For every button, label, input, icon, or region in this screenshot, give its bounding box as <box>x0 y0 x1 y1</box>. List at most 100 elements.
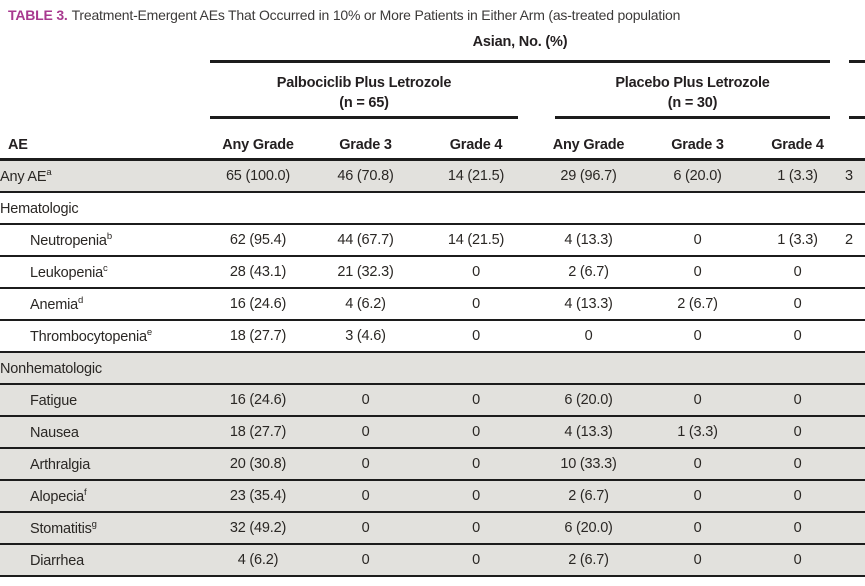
value-cell: 32 (49.2) <box>205 512 311 545</box>
ae-label: Leukopeniac <box>0 256 205 289</box>
ae-label: Nausea <box>0 416 205 449</box>
ae-label: Nonhematologic <box>0 352 205 385</box>
value-cell: 0 <box>645 256 750 289</box>
value-cell: 0 <box>645 384 750 417</box>
table-row: Stomatitisg 32 (49.2) 0 0 6 (20.0) 0 0 <box>0 512 865 545</box>
group-header-placebo: Placebo Plus Letrozole (n = 30) <box>555 73 830 113</box>
column-header-ae: AE <box>8 137 28 153</box>
clipped-value-cell <box>845 384 865 417</box>
clipped-value-cell <box>845 320 865 353</box>
value-cell <box>311 192 420 225</box>
value-cell: 16 (24.6) <box>205 288 311 321</box>
value-cell: 10 (33.3) <box>532 448 645 481</box>
clipped-value-cell: 3 <box>845 161 865 193</box>
clipped-value-cell <box>845 352 865 385</box>
value-cell: 4 (6.2) <box>205 544 311 577</box>
group2-name: Placebo Plus Letrozole <box>615 75 770 91</box>
value-cell: 29 (96.7) <box>532 161 645 193</box>
table-row: Nausea 18 (27.7) 0 0 4 (13.3) 1 (3.3) 0 <box>0 416 865 449</box>
clipped-value-cell <box>845 192 865 225</box>
clipped-value-cell: 2 <box>845 224 865 257</box>
value-cell: 4 (6.2) <box>311 288 420 321</box>
value-cell: 0 <box>750 544 845 577</box>
value-cell: 0 <box>311 384 420 417</box>
value-cell: 0 <box>420 512 532 545</box>
column-header-grade4-1: Grade 4 <box>449 137 503 153</box>
value-cell <box>311 352 420 385</box>
value-cell: 44 (67.7) <box>311 224 420 257</box>
value-cell: 23 (35.4) <box>205 480 311 513</box>
ae-data-table: Any AEa 65 (100.0) 46 (70.8) 14 (21.5) 2… <box>0 161 865 577</box>
value-cell: 0 <box>750 320 845 353</box>
value-cell: 0 <box>311 448 420 481</box>
ae-label: Hematologic <box>0 192 205 225</box>
table-row: Arthralgia 20 (30.8) 0 0 10 (33.3) 0 0 <box>0 448 865 481</box>
value-cell: 0 <box>532 320 645 353</box>
group2-n: (n = 30) <box>667 95 718 111</box>
value-cell: 0 <box>750 384 845 417</box>
table-row: Diarrhea 4 (6.2) 0 0 2 (6.7) 0 0 <box>0 544 865 577</box>
value-cell: 4 (13.3) <box>532 224 645 257</box>
value-cell: 0 <box>645 448 750 481</box>
group1-rule <box>210 116 518 119</box>
value-cell: 3 (4.6) <box>311 320 420 353</box>
ae-label: Alopeciaf <box>0 480 205 513</box>
value-cell <box>205 192 311 225</box>
value-cell: 0 <box>311 512 420 545</box>
ae-label: Thrombocytopeniae <box>0 320 205 353</box>
value-cell: 0 <box>645 320 750 353</box>
value-cell: 0 <box>420 480 532 513</box>
value-cell: 0 <box>420 448 532 481</box>
value-cell: 1 (3.3) <box>750 224 845 257</box>
value-cell: 2 (6.7) <box>645 288 750 321</box>
value-cell <box>420 192 532 225</box>
value-cell: 0 <box>645 544 750 577</box>
group1-n: (n = 65) <box>339 95 389 111</box>
ae-label: Any AEa <box>0 161 205 193</box>
table-row: Any AEa 65 (100.0) 46 (70.8) 14 (21.5) 2… <box>0 161 865 193</box>
value-cell: 14 (21.5) <box>420 161 532 193</box>
group-header-palbociclib: Palbociclib Plus Letrozole (n = 65) <box>210 73 518 113</box>
table-row: Leukopeniac 28 (43.1) 21 (32.3) 0 2 (6.7… <box>0 256 865 289</box>
value-cell <box>205 352 311 385</box>
value-cell: 16 (24.6) <box>205 384 311 417</box>
value-cell: 21 (32.3) <box>311 256 420 289</box>
table-row: Nonhematologic <box>0 352 865 385</box>
table-row: Thrombocytopeniae 18 (27.7) 3 (4.6) 0 0 … <box>0 320 865 353</box>
column-header-grade3-1: Grade 3 <box>339 137 392 153</box>
ae-label: Arthralgia <box>0 448 205 481</box>
value-cell: 2 (6.7) <box>532 544 645 577</box>
clipped-value-cell <box>845 288 865 321</box>
clipped-value-cell <box>845 544 865 577</box>
value-cell: 2 (6.7) <box>532 480 645 513</box>
value-cell: 0 <box>645 224 750 257</box>
value-cell: 0 <box>750 448 845 481</box>
value-cell: 28 (43.1) <box>205 256 311 289</box>
value-cell: 20 (30.8) <box>205 448 311 481</box>
column-header-grade4-2: Grade 4 <box>771 137 824 153</box>
value-cell <box>645 352 750 385</box>
value-cell <box>420 352 532 385</box>
ae-label: Neutropeniab <box>0 224 205 257</box>
value-cell: 2 (6.7) <box>532 256 645 289</box>
value-cell: 4 (13.3) <box>532 288 645 321</box>
value-cell: 0 <box>750 480 845 513</box>
value-cell: 6 (20.0) <box>645 161 750 193</box>
value-cell: 0 <box>645 480 750 513</box>
clipped-value-cell <box>845 448 865 481</box>
spanner-title: Asian, No. (%) <box>472 34 568 50</box>
table-row: Alopeciaf 23 (35.4) 0 0 2 (6.7) 0 0 <box>0 480 865 513</box>
value-cell: 1 (3.3) <box>750 161 845 193</box>
clipped-value-cell <box>845 416 865 449</box>
value-cell: 0 <box>645 512 750 545</box>
ae-label: Fatigue <box>0 384 205 417</box>
ae-label: Diarrhea <box>0 544 205 577</box>
group3-rule-clipped <box>849 116 865 119</box>
value-cell: 0 <box>750 416 845 449</box>
value-cell: 46 (70.8) <box>311 161 420 193</box>
value-cell: 0 <box>750 288 845 321</box>
value-cell: 0 <box>750 512 845 545</box>
clipped-value-cell <box>845 480 865 513</box>
column-header-any-grade-2: Any Grade <box>552 137 625 153</box>
